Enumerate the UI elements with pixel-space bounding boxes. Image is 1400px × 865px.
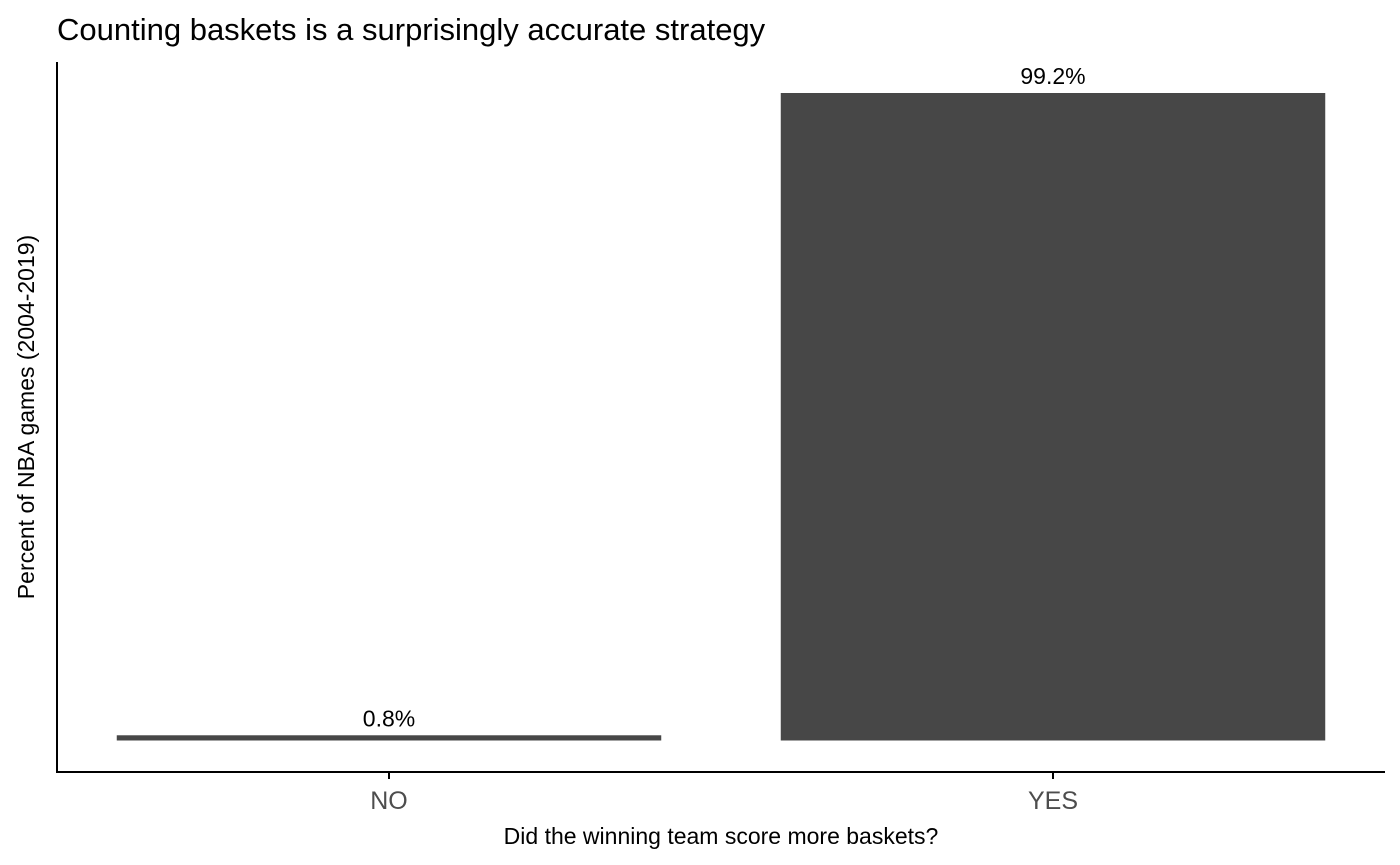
data-label-no: 0.8% <box>363 705 415 731</box>
x-axis-title: Did the winning team score more baskets? <box>504 823 939 849</box>
chart-title: Counting baskets is a surprisingly accur… <box>57 12 766 47</box>
y-axis-title: Percent of NBA games (2004-2019) <box>13 235 39 599</box>
x-tick-label-no: NO <box>370 787 408 815</box>
data-label-yes: 99.2% <box>1020 63 1085 89</box>
data-labels-group: 0.8% 99.2% <box>363 63 1086 731</box>
x-ticks-group: NO YES <box>370 772 1078 815</box>
bar-yes <box>780 93 1326 741</box>
x-tick-label-yes: YES <box>1028 787 1078 815</box>
bar-no <box>116 735 662 741</box>
bars-group <box>116 93 1326 741</box>
